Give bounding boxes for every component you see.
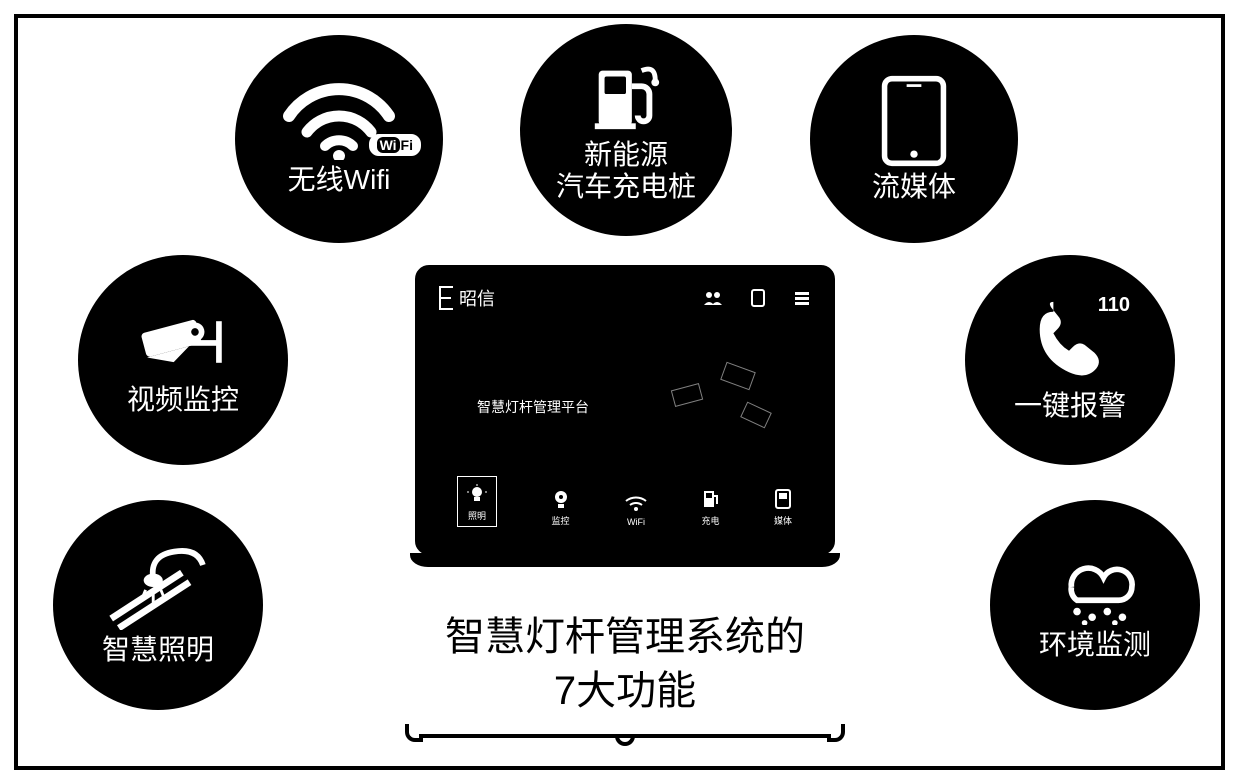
laptop-caption: 智慧灯杆管理平台 (477, 397, 589, 417)
bi-light: 照明 (457, 476, 497, 527)
wifi-sm-icon (624, 493, 648, 513)
cctv-icon (131, 304, 235, 380)
laptop-screen: 昭信 智慧灯杆管理平台 照明 监控 (415, 265, 835, 555)
laptop-top-icons (703, 289, 811, 307)
feature-ev-charging: 新能源 汽车充电桩 (520, 24, 732, 236)
feature-alarm-label: 一键报警 (1014, 390, 1126, 422)
wifi-icon: WiFi (279, 82, 399, 160)
bi-screen: 媒体 (773, 488, 793, 527)
device-icon (751, 289, 765, 307)
feature-env-label: 环境监测 (1039, 629, 1151, 661)
bi-pump-label: 充电 (701, 514, 719, 527)
phone-110-icon: 110 (1026, 298, 1114, 386)
feature-lighting-label: 智慧照明 (102, 634, 214, 666)
bi-camera: 监控 (550, 488, 572, 527)
streetlight-icon (105, 544, 211, 630)
feature-cctv-label: 视频监控 (127, 384, 239, 416)
brand-text: 昭信 (459, 285, 495, 311)
bi-wifi: WiFi (624, 493, 648, 527)
bi-camera-label: 监控 (551, 514, 569, 527)
feature-wifi: WiFi 无线Wifi (235, 35, 443, 243)
feature-lighting: 智慧照明 (53, 500, 263, 710)
bi-light-label: 照明 (468, 509, 486, 522)
laptop-bottom-icons: 照明 监控 WiFi 充电 媒体 (457, 476, 793, 527)
title-line2: 7大功能 (410, 664, 840, 718)
laptop: 昭信 智慧灯杆管理平台 照明 监控 (410, 265, 840, 585)
stack-icon (793, 290, 811, 306)
main-title: 智慧灯杆管理系统的 7大功能 (410, 610, 840, 718)
decor-shapes-icon (633, 357, 793, 447)
feature-cctv: 视频监控 (78, 255, 288, 465)
bi-wifi-label: WiFi (627, 517, 645, 527)
bi-pump: 充电 (701, 488, 721, 527)
tablet-icon (877, 75, 951, 167)
laptop-base (410, 553, 840, 567)
screen-icon (773, 488, 793, 510)
cloud-rain-icon (1043, 549, 1147, 625)
title-line1: 智慧灯杆管理系统的 (410, 610, 840, 664)
gas-pump-icon (587, 57, 665, 135)
bulb-icon (466, 483, 488, 505)
title-bracket (405, 724, 845, 746)
laptop-brand: 昭信 (439, 285, 495, 311)
bi-screen-label: 媒体 (774, 514, 792, 527)
feature-ev-label: 新能源 汽车充电桩 (556, 139, 696, 203)
feature-alarm: 110 一键报警 (965, 255, 1175, 465)
feature-environment: 环境监测 (990, 500, 1200, 710)
pump-sm-icon (701, 488, 721, 510)
feature-media-label: 流媒体 (872, 171, 956, 203)
people-icon (703, 290, 723, 306)
brand-logo-icon (439, 286, 453, 310)
webcam-icon (550, 488, 572, 510)
feature-wifi-label: 无线Wifi (288, 164, 391, 196)
feature-media: 流媒体 (810, 35, 1018, 243)
